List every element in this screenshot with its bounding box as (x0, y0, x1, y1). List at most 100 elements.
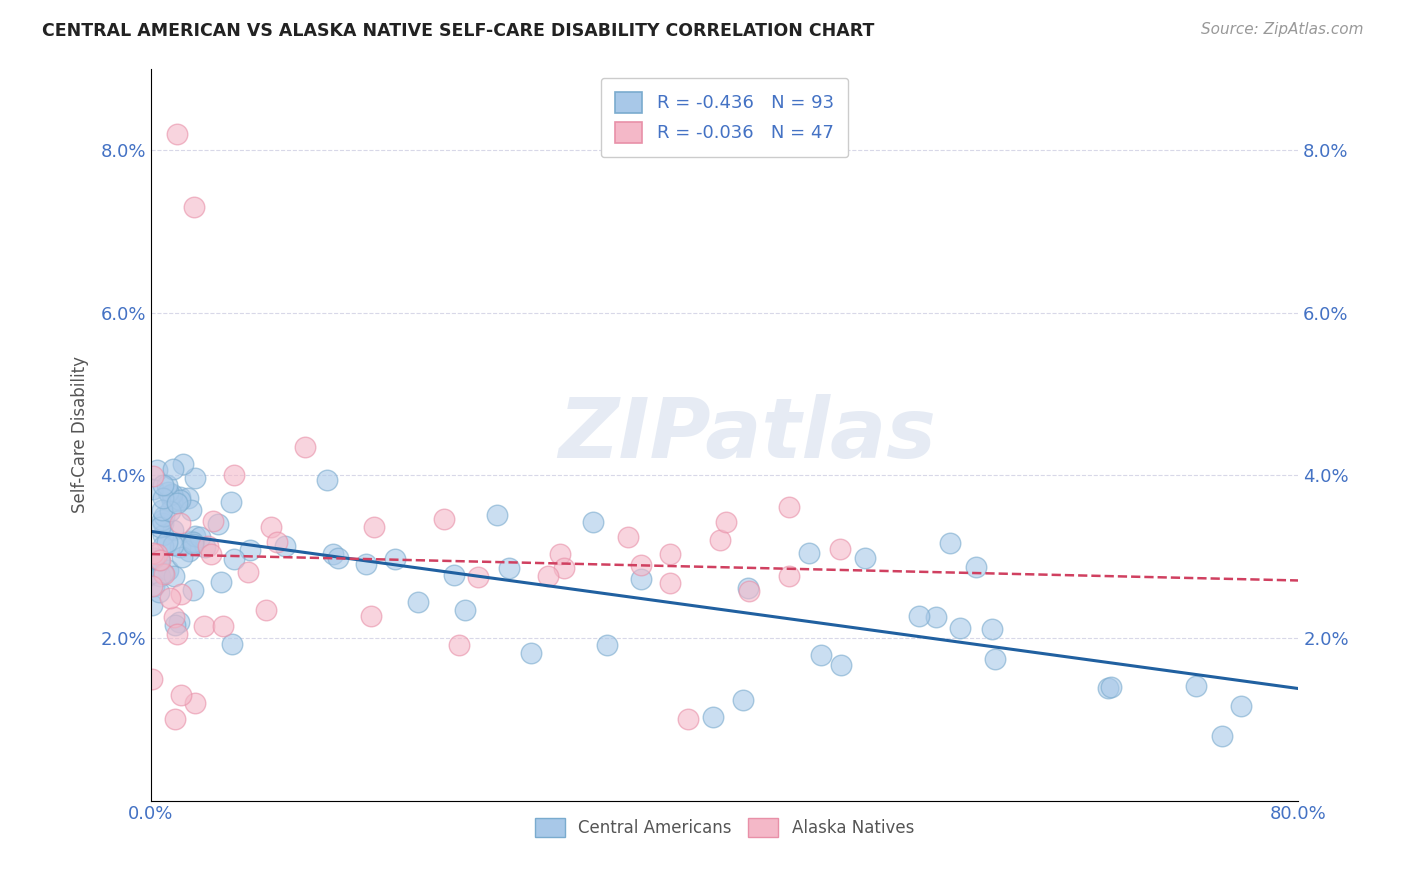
Point (830, 657, 852, 672)
Point (177, 491, 200, 506)
Point (221, 637, 243, 651)
Point (238, 565, 260, 579)
Point (180, 502, 202, 516)
Point (150, 512, 173, 526)
Point (180, 533, 202, 548)
Point (166, 496, 188, 510)
Point (219, 495, 242, 509)
Point (553, 560, 575, 574)
Point (153, 508, 176, 523)
Point (159, 488, 181, 502)
Point (406, 595, 429, 609)
Point (200, 547, 222, 561)
Point (239, 543, 262, 558)
Point (797, 546, 820, 560)
Point (152, 516, 174, 530)
Point (486, 508, 509, 523)
Point (157, 564, 180, 578)
Point (169, 541, 191, 555)
Point (454, 603, 477, 617)
Point (169, 516, 191, 530)
Point (160, 493, 183, 508)
Point (467, 570, 489, 584)
Point (149, 569, 172, 583)
Point (322, 547, 344, 561)
Y-axis label: Self-Care Disability: Self-Care Disability (72, 356, 89, 513)
Point (152, 491, 174, 505)
Legend: R = -0.436   N = 93, R = -0.036   N = 47: R = -0.436 N = 93, R = -0.036 N = 47 (600, 78, 848, 157)
Point (737, 581, 759, 595)
Point (519, 646, 541, 660)
Point (224, 467, 246, 482)
Point (145, 552, 167, 566)
Point (159, 591, 181, 606)
Point (676, 712, 699, 726)
Point (630, 558, 652, 572)
Point (172, 457, 194, 471)
Point (224, 552, 246, 566)
Point (181, 536, 204, 550)
Point (830, 542, 852, 557)
Point (384, 552, 406, 566)
Point (150, 502, 173, 516)
Point (149, 520, 172, 534)
Point (167, 615, 190, 630)
Point (537, 569, 560, 583)
Point (714, 516, 737, 530)
Point (166, 627, 188, 641)
Point (212, 619, 235, 633)
Point (142, 546, 165, 560)
Point (152, 567, 174, 582)
Point (354, 557, 377, 571)
Point (432, 511, 454, 525)
Point (1097, 681, 1119, 695)
Point (1230, 698, 1253, 713)
Point (141, 672, 163, 686)
Point (630, 573, 652, 587)
Point (152, 566, 174, 581)
Point (853, 551, 876, 566)
Point (254, 603, 277, 617)
Point (181, 534, 204, 549)
Point (709, 533, 731, 548)
Point (166, 127, 188, 141)
Point (177, 544, 200, 558)
Point (617, 530, 640, 544)
Point (778, 500, 800, 515)
Point (148, 585, 170, 599)
Point (149, 553, 172, 567)
Point (1211, 729, 1233, 743)
Point (166, 493, 188, 508)
Point (148, 552, 170, 566)
Point (738, 583, 761, 598)
Point (163, 617, 186, 632)
Point (266, 534, 288, 549)
Point (194, 540, 217, 554)
Point (188, 530, 211, 544)
Point (152, 478, 174, 492)
Point (907, 609, 929, 624)
Point (328, 550, 350, 565)
Point (498, 560, 520, 574)
Point (273, 540, 295, 554)
Point (142, 468, 165, 483)
Point (939, 536, 962, 550)
Point (141, 578, 163, 592)
Point (193, 619, 215, 633)
Point (156, 534, 179, 549)
Text: CENTRAL AMERICAN VS ALASKA NATIVE SELF-CARE DISABILITY CORRELATION CHART: CENTRAL AMERICAN VS ALASKA NATIVE SELF-C… (42, 22, 875, 40)
Point (582, 515, 605, 529)
Point (162, 538, 184, 552)
Point (162, 462, 184, 476)
Point (184, 471, 207, 485)
Point (363, 520, 385, 534)
Point (294, 440, 316, 454)
Point (981, 622, 1004, 636)
Point (143, 551, 166, 566)
Point (146, 547, 169, 561)
Point (181, 583, 204, 598)
Point (170, 586, 193, 600)
Point (965, 559, 987, 574)
Text: ZIPatlas: ZIPatlas (558, 394, 936, 475)
Point (184, 529, 207, 543)
